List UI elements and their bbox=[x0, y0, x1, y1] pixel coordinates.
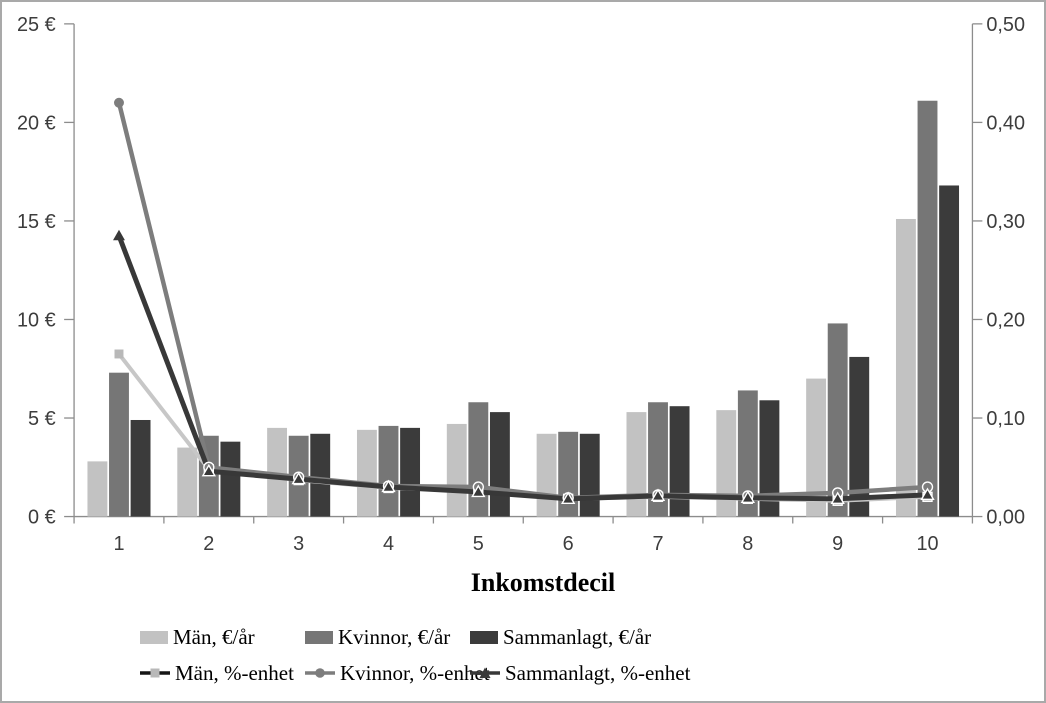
legend-item-man-pct: Män, %-enhet bbox=[140, 661, 294, 685]
marker-sammanlagt-pct bbox=[740, 490, 756, 504]
right-axis-tick-label: 0,50 bbox=[986, 14, 1025, 36]
legend-label: Sammanlagt, %-enhet bbox=[505, 661, 691, 685]
bar-man-eur bbox=[267, 427, 288, 517]
marker-sammanlagt-pct bbox=[650, 488, 666, 502]
bar-man-eur bbox=[87, 461, 108, 517]
bar-man-eur bbox=[356, 429, 377, 517]
legend-item-sammanlagt-pct: Sammanlagt, %-enhet bbox=[470, 661, 691, 685]
bar-sammanlagt-eur bbox=[849, 356, 870, 517]
left-axis-tick-label: 0 € bbox=[28, 507, 56, 529]
left-axis-tick-label: 20 € bbox=[17, 112, 56, 134]
legend-marker-glyph-man-pct bbox=[150, 668, 160, 678]
marker-man-pct bbox=[114, 349, 124, 359]
marker-sammanlagt-pct bbox=[561, 491, 576, 504]
bar-sammanlagt-eur bbox=[400, 427, 421, 517]
legend-marker-glyph-kvinnor-pct bbox=[315, 668, 325, 678]
x-axis-title: Inkomstdecil bbox=[470, 568, 616, 597]
bar-kvinnor-eur bbox=[648, 402, 668, 517]
right-axis-tick-label: 0,30 bbox=[986, 211, 1025, 233]
bar-kvinnor-eur bbox=[468, 402, 489, 517]
bar-man-eur bbox=[895, 218, 916, 517]
marker-sammanlagt-pct bbox=[830, 491, 845, 504]
line-sammanlagt-pct bbox=[116, 234, 928, 502]
bar-sammanlagt-eur bbox=[220, 441, 241, 517]
marker-sammanlagt-pct bbox=[291, 471, 306, 485]
right-axis-tick-label: 0,00 bbox=[986, 507, 1025, 529]
legend-marker-man-pct bbox=[140, 668, 170, 678]
legend-item-sammanlagt-eur: Sammanlagt, €/år bbox=[470, 625, 652, 649]
bar-kvinnor-eur bbox=[378, 425, 399, 517]
x-axis-category-label: 1 bbox=[113, 533, 124, 555]
legend-swatch-kvinnor-eur bbox=[305, 630, 333, 644]
legend-label: Män, €/år bbox=[173, 625, 255, 649]
bar-man-eur bbox=[626, 412, 647, 517]
x-axis-category-label: 7 bbox=[652, 533, 663, 555]
bar-kvinnor-eur bbox=[917, 100, 938, 517]
x-axis-category-label: 4 bbox=[383, 533, 394, 555]
legend-item-man-eur: Män, €/år bbox=[140, 625, 255, 649]
marker-kvinnor-pct bbox=[114, 97, 124, 108]
bar-man-eur bbox=[177, 447, 198, 517]
marker-sammanlagt-pct bbox=[381, 479, 396, 493]
legend-label: Kvinnor, %-enhet bbox=[340, 661, 490, 685]
legend-label: Kvinnor, €/år bbox=[338, 625, 451, 649]
bar-man-eur bbox=[806, 378, 827, 517]
bar-kvinnor-eur bbox=[109, 372, 129, 517]
x-axis-category-label: 5 bbox=[473, 533, 484, 555]
bar-sammanlagt-eur bbox=[489, 412, 510, 517]
legend-marker-glyph-sammanlagt-pct bbox=[479, 667, 491, 678]
left-axis-tick-label: 25 € bbox=[17, 14, 56, 36]
x-axis-category-label: 10 bbox=[916, 533, 938, 555]
x-axis-category-label: 6 bbox=[563, 533, 574, 555]
marker-sammanlagt-pct bbox=[920, 487, 935, 501]
legend-label: Män, %-enhet bbox=[175, 661, 294, 685]
bar-man-eur bbox=[716, 410, 737, 517]
x-axis-category-label: 9 bbox=[832, 533, 843, 555]
left-axis-tick-label: 10 € bbox=[17, 309, 56, 331]
x-axis-category-label: 8 bbox=[742, 533, 753, 555]
right-axis-tick-label: 0,20 bbox=[986, 309, 1025, 331]
bar-kvinnor-eur bbox=[737, 390, 758, 517]
legend-label: Sammanlagt, €/år bbox=[503, 625, 652, 649]
marker-sammanlagt-pct bbox=[201, 463, 216, 477]
bar-sammanlagt-eur bbox=[130, 419, 151, 517]
right-axis-tick-label: 0,40 bbox=[986, 112, 1025, 134]
left-axis-tick-label: 5 € bbox=[28, 408, 56, 430]
bar-kvinnor-eur bbox=[827, 323, 848, 517]
bar-sammanlagt-eur bbox=[310, 433, 331, 517]
bar-sammanlagt-eur bbox=[759, 400, 780, 517]
marker-sammanlagt-pct bbox=[471, 484, 486, 498]
legend-item-kvinnor-pct: Kvinnor, %-enhet bbox=[305, 661, 490, 685]
legend-swatch-man-eur bbox=[140, 630, 168, 644]
marker-sammanlagt-pct bbox=[113, 229, 125, 241]
right-axis-tick-label: 0,10 bbox=[986, 408, 1025, 430]
x-axis-category-label: 2 bbox=[203, 533, 214, 555]
left-axis-tick-label: 15 € bbox=[17, 211, 56, 233]
bar-sammanlagt-eur bbox=[939, 185, 960, 517]
bar-man-eur bbox=[536, 433, 557, 517]
bar-sammanlagt-eur bbox=[579, 433, 600, 517]
line-kvinnor-pct bbox=[116, 102, 928, 501]
x-axis-category-label: 3 bbox=[293, 533, 304, 555]
legend-item-kvinnor-eur: Kvinnor, €/år bbox=[305, 625, 451, 649]
legend-swatch-sammanlagt-eur bbox=[470, 630, 498, 644]
bar-sammanlagt-eur bbox=[669, 406, 690, 517]
legend-marker-kvinnor-pct bbox=[305, 668, 335, 678]
legend-marker-sammanlagt-pct bbox=[470, 667, 500, 678]
bar-man-eur bbox=[446, 423, 467, 517]
